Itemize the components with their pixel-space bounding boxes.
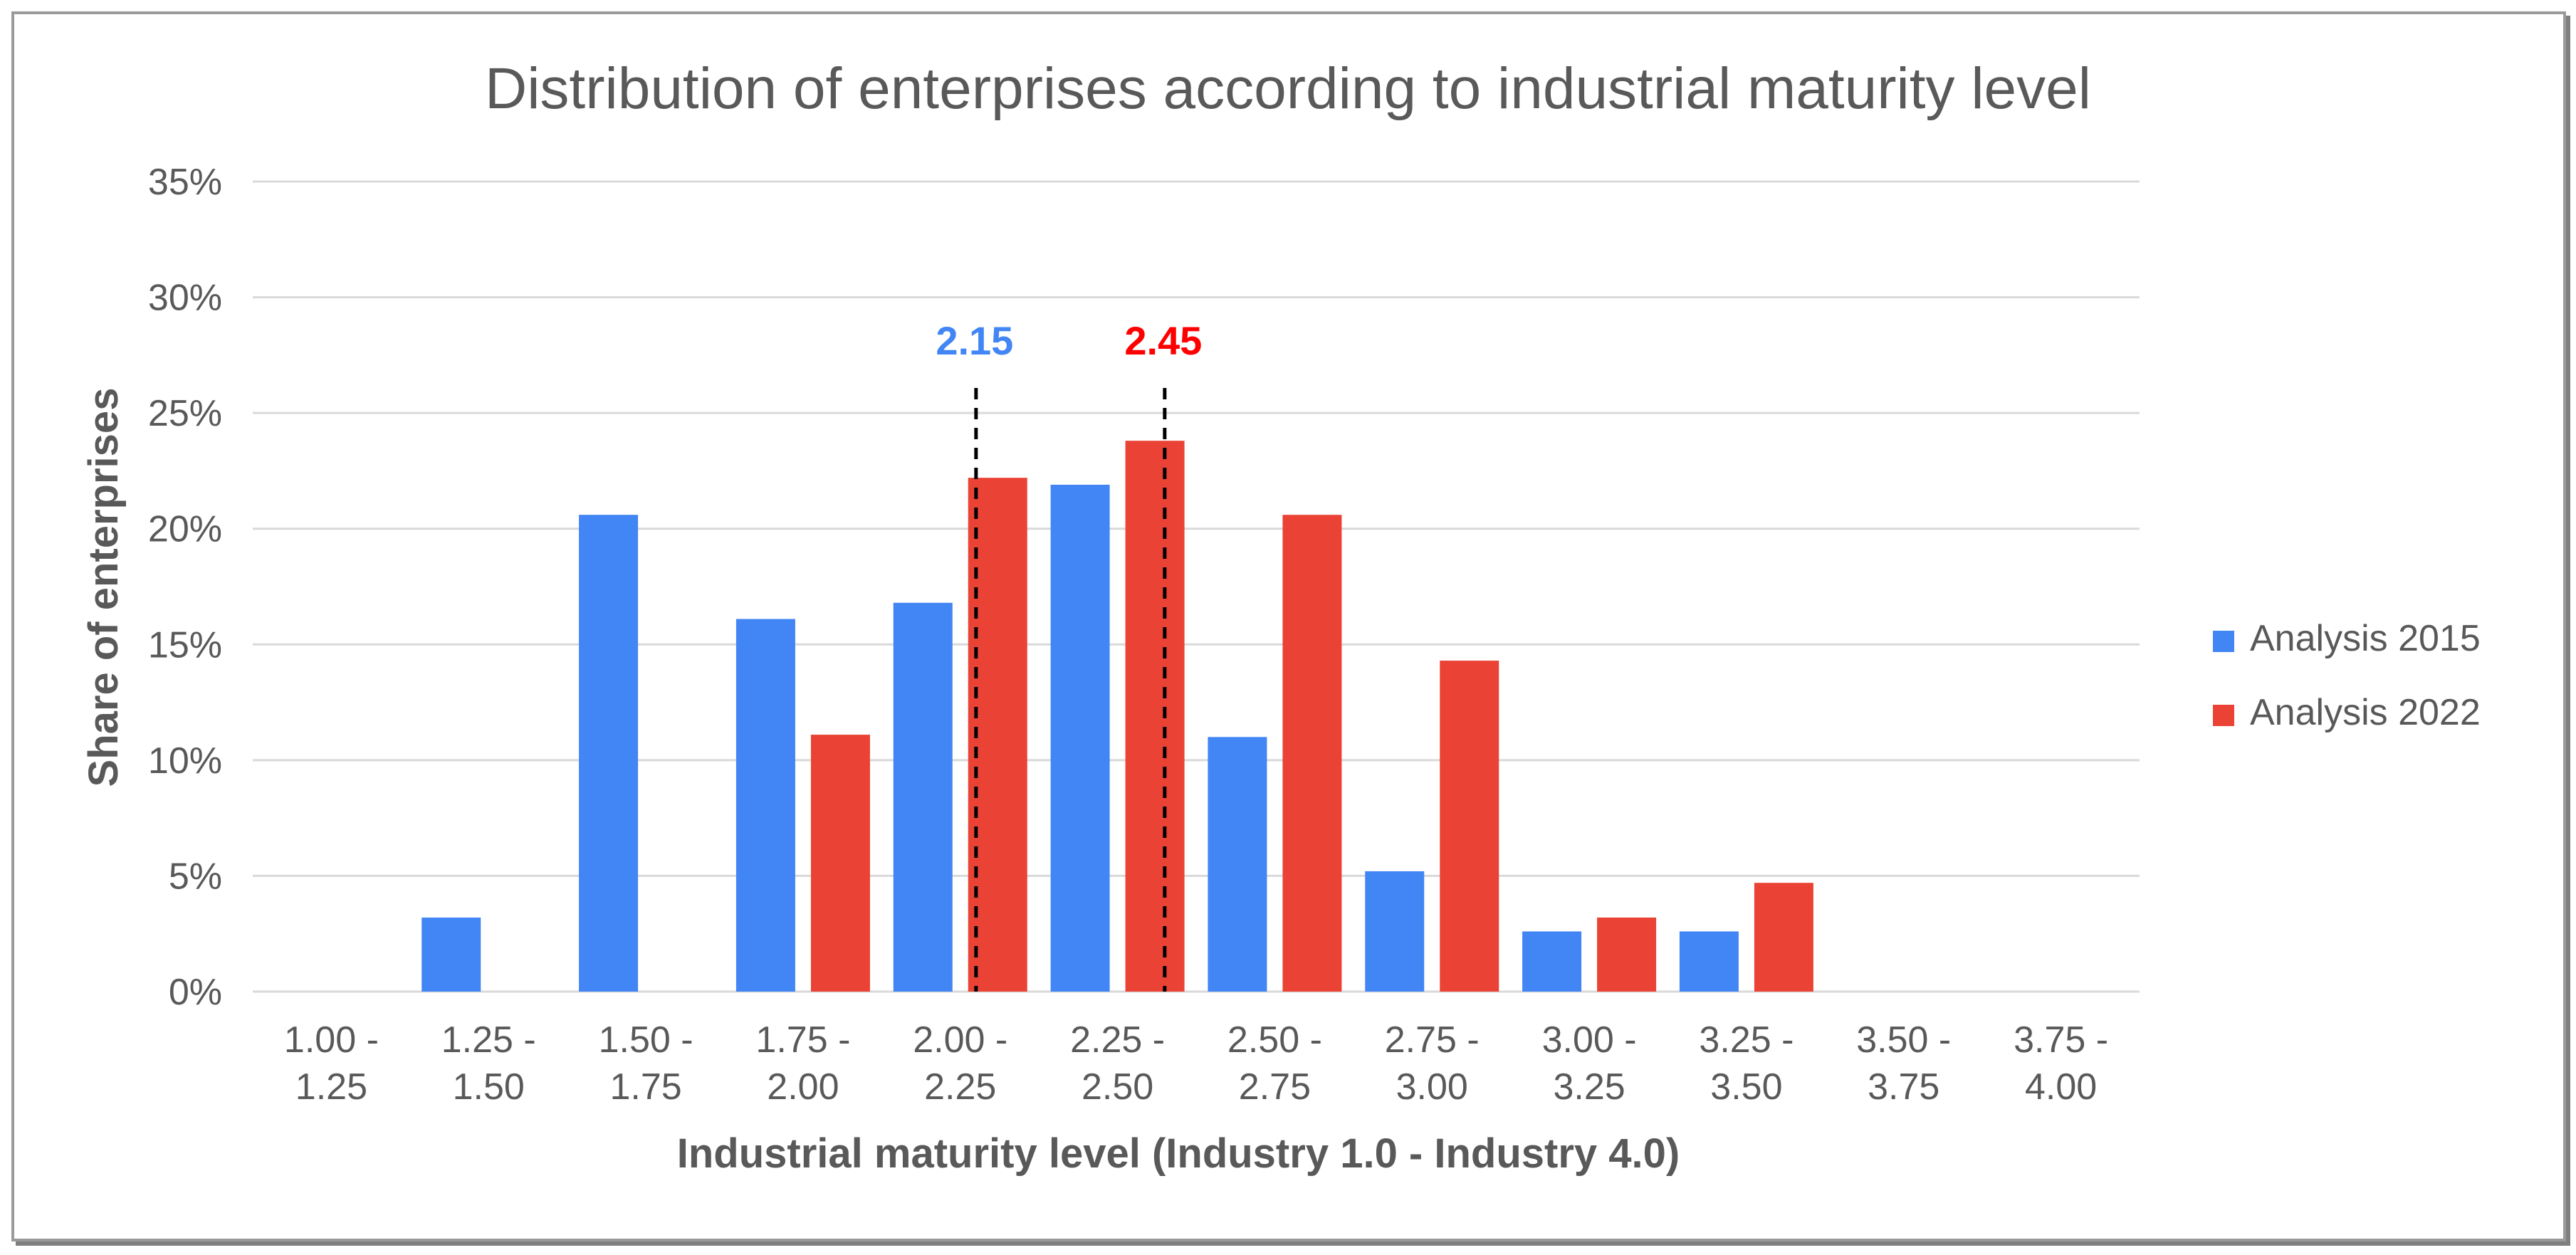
y-tick-label: 35% <box>148 162 222 203</box>
bar-analysis-2022 <box>1754 883 1813 992</box>
legend-swatch <box>2213 705 2234 726</box>
x-tick-label: 1.25 -1.50 <box>441 1019 536 1108</box>
bar-analysis-2022 <box>810 735 870 992</box>
x-tick-label: 3.25 -3.50 <box>1699 1019 1794 1108</box>
x-tick-label: 1.00 -1.25 <box>284 1019 379 1108</box>
x-tick-label: 3.75 -4.00 <box>2014 1019 2108 1108</box>
chart-title: Distribution of enterprises according to… <box>485 56 2091 121</box>
x-axis-label: Industrial maturity level (Industry 1.0 … <box>677 1130 1680 1177</box>
bar-analysis-2022 <box>1440 661 1499 992</box>
mean-label: 2.15 <box>936 318 1013 363</box>
y-axis-label: Share of enterprises <box>80 388 127 787</box>
y-tick-label: 0% <box>169 972 222 1013</box>
legend: Analysis 2015 Analysis 2022 <box>2213 618 2481 733</box>
bar-analysis-2015 <box>1365 871 1425 992</box>
bar-analysis-2015 <box>1208 737 1267 992</box>
y-tick-label: 30% <box>148 278 222 319</box>
grid-lines <box>253 180 2140 993</box>
bar-analysis-2015 <box>893 602 953 992</box>
y-tick-label: 15% <box>148 624 222 666</box>
x-tick-label: 1.75 -2.00 <box>755 1019 850 1108</box>
bar-analysis-2015 <box>1679 931 1739 992</box>
bar-analysis-2015 <box>1522 931 1582 992</box>
y-axis-ticks: 0% 5% 10% 15% 20% 25% 30% 35% <box>148 162 222 1013</box>
bar-analysis-2015 <box>422 917 481 992</box>
x-axis-ticks: 1.00 -1.25 1.25 -1.50 1.50 -1.75 1.75 -2.00… <box>284 1019 2108 1108</box>
y-tick-label: 5% <box>169 856 222 897</box>
bars <box>422 441 1813 992</box>
x-tick-label: 2.50 -2.75 <box>1227 1019 1322 1108</box>
bar-analysis-2015 <box>1050 484 1110 992</box>
x-tick-label: 1.50 -1.75 <box>599 1019 693 1108</box>
bar-analysis-2022 <box>1282 515 1342 992</box>
bar-analysis-2015 <box>579 515 639 992</box>
x-tick-label: 2.25 -2.50 <box>1070 1019 1165 1108</box>
legend-label: Analysis 2015 <box>2250 618 2481 659</box>
y-tick-label: 10% <box>148 740 222 782</box>
x-tick-label: 2.75 -3.00 <box>1385 1019 1480 1108</box>
x-tick-label: 3.50 -3.75 <box>1856 1019 1951 1108</box>
x-tick-label: 3.00 -3.25 <box>1542 1019 1637 1108</box>
mean-lines: 2.15 2.45 <box>936 318 1202 992</box>
bar-analysis-2022 <box>968 478 1027 992</box>
bar-analysis-2022 <box>1125 441 1185 992</box>
bar-analysis-2022 <box>1597 917 1657 992</box>
y-tick-label: 20% <box>148 509 222 550</box>
legend-label: Analysis 2022 <box>2250 692 2481 733</box>
legend-swatch <box>2213 631 2234 652</box>
mean-label: 2.45 <box>1124 318 1202 363</box>
bar-analysis-2015 <box>735 619 795 992</box>
y-tick-label: 25% <box>148 393 222 434</box>
x-tick-label: 2.00 -2.25 <box>913 1019 1007 1108</box>
